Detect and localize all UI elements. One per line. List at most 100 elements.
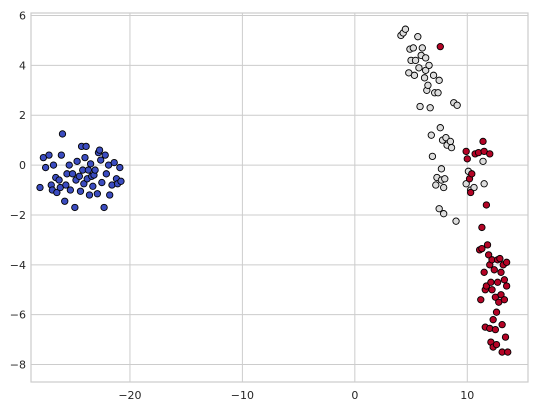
data-point: [418, 44, 426, 52]
data-point: [49, 161, 58, 169]
data-point: [117, 177, 125, 185]
data-point: [486, 150, 494, 158]
data-point: [45, 151, 53, 159]
data-point: [435, 205, 443, 213]
data-point: [36, 183, 44, 192]
x-axis-tick-labels: −20 −10 0 10: [118, 389, 474, 402]
x-tick-label: −20: [118, 389, 141, 402]
data-point: [480, 180, 488, 188]
data-point: [483, 241, 492, 249]
data-point: [490, 266, 498, 274]
y-tick-label: −6: [10, 309, 26, 322]
data-point: [97, 156, 105, 164]
data-point: [437, 165, 446, 173]
data-point: [422, 66, 430, 74]
data-point: [453, 101, 461, 109]
data-point: [91, 166, 99, 174]
data-point: [71, 203, 79, 212]
data-point: [467, 188, 475, 197]
data-point: [93, 190, 101, 198]
data-point: [482, 201, 491, 209]
data-point: [492, 308, 501, 316]
data-point: [434, 89, 442, 97]
data-point: [502, 282, 511, 290]
data-point: [89, 182, 97, 190]
data-point: [401, 25, 410, 33]
data-point: [440, 210, 448, 218]
data-point: [468, 170, 476, 178]
y-tick-label: 0: [19, 159, 26, 172]
data-point: [440, 183, 448, 192]
data-point: [86, 160, 95, 168]
data-point: [504, 348, 512, 356]
data-point: [102, 170, 110, 178]
data-point: [488, 286, 496, 294]
data-point: [85, 191, 94, 199]
data-point: [462, 147, 470, 156]
data-point: [497, 268, 505, 276]
data-point: [415, 64, 423, 72]
data-point: [491, 325, 500, 334]
data-point: [429, 71, 438, 79]
data-point: [500, 296, 509, 304]
data-point: [425, 61, 433, 70]
data-point: [411, 56, 420, 65]
grid-lines: [31, 13, 528, 382]
data-point: [82, 142, 90, 151]
data-point: [76, 187, 85, 195]
plot-background: [31, 13, 528, 382]
plot-border: [30, 12, 529, 383]
data-point: [41, 163, 50, 172]
data-point: [478, 223, 486, 232]
x-tick-label: −10: [231, 389, 254, 402]
y-tick-label: 2: [19, 109, 26, 122]
data-point: [447, 143, 456, 152]
data-point: [502, 258, 511, 266]
data-point: [410, 71, 419, 79]
data-point: [414, 33, 422, 41]
data-point: [68, 170, 77, 178]
data-point: [478, 244, 486, 253]
data-point: [477, 296, 485, 304]
data-point: [424, 81, 432, 89]
y-axis-tick-labels: −8 −6 −4 −2 0 2 4 6: [10, 9, 26, 371]
data-point: [493, 278, 502, 286]
data-point: [84, 166, 92, 174]
data-point: [500, 276, 509, 284]
data-point: [452, 217, 460, 225]
data-point: [501, 333, 510, 341]
data-point: [498, 321, 506, 329]
data-point: [470, 183, 478, 192]
data-point: [496, 254, 504, 263]
data-point: [422, 54, 430, 62]
data-point: [432, 181, 440, 189]
data-point: [95, 146, 104, 154]
data-point: [98, 178, 106, 187]
y-tick-label: −2: [10, 209, 26, 222]
data-point: [487, 278, 495, 286]
data-point: [497, 291, 505, 299]
data-point: [110, 158, 118, 167]
data-point: [416, 102, 424, 111]
data-point: [479, 137, 487, 146]
data-point: [479, 157, 487, 165]
data-point: [446, 137, 455, 146]
x-tick-label: 0: [351, 389, 358, 402]
y-tick-label: 6: [19, 9, 26, 22]
data-point: [58, 130, 67, 138]
data-point: [484, 251, 493, 259]
data-point: [116, 163, 124, 172]
data-point: [436, 43, 444, 51]
y-tick-label: 4: [19, 59, 26, 72]
data-point: [435, 76, 443, 84]
data-point: [62, 181, 70, 189]
data-point: [81, 153, 89, 162]
data-point: [427, 131, 435, 139]
data-point: [409, 44, 417, 52]
data-point: [428, 152, 437, 161]
data-point: [463, 155, 471, 163]
data-point: [66, 186, 75, 194]
data-point: [57, 151, 66, 159]
data-point: [61, 197, 69, 205]
